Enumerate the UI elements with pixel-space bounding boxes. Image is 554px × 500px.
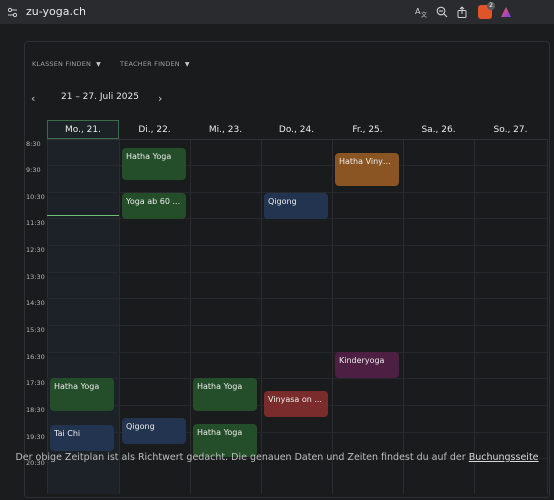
filter-teacher-dropdown[interactable]: TEACHER FINDEN ▼: [120, 60, 190, 68]
time-label: 20:30: [26, 459, 45, 467]
time-label: 15:30: [26, 326, 45, 334]
time-label: 19:30: [26, 433, 45, 441]
event-card[interactable]: Hatha Vinya...: [335, 153, 399, 186]
time-label: 13:30: [26, 273, 45, 281]
event-card[interactable]: Yoga ab 60 ...: [122, 193, 186, 219]
prev-week-button[interactable]: ‹: [31, 92, 36, 105]
site-settings-icon[interactable]: [7, 4, 18, 20]
time-label: 12:30: [26, 246, 45, 254]
disclaimer-text: Der obige Zeitplan ist als Richtwert ged…: [15, 452, 466, 463]
grid-hour-line: [47, 352, 547, 353]
grid-divider: [474, 139, 475, 494]
zoom-out-icon[interactable]: [435, 4, 449, 20]
grid-hour-line: [47, 245, 547, 246]
filter-teacher-label: TEACHER FINDEN: [120, 60, 180, 68]
time-label: 18:30: [26, 406, 45, 414]
brave-rewards-icon[interactable]: [499, 4, 513, 20]
grid-hour-line: [47, 432, 547, 433]
day-header-monday[interactable]: Mo., 21.: [47, 120, 119, 139]
grid-divider: [47, 139, 48, 494]
day-header-thursday[interactable]: Do., 24.: [278, 124, 315, 135]
day-header-tuesday[interactable]: Di., 22.: [138, 124, 171, 135]
filter-classes-label: KLASSEN FINDEN: [32, 60, 92, 68]
event-card[interactable]: Qigong: [122, 418, 186, 444]
caret-down-icon: ▼: [96, 61, 101, 68]
grid-hour-line: [47, 378, 547, 379]
event-card[interactable]: Kinderyoga: [335, 352, 399, 378]
grid-hour-line: [47, 272, 547, 273]
event-card[interactable]: Tai Chi: [50, 425, 114, 451]
time-label: 8:30: [26, 140, 41, 148]
svg-text:A: A: [415, 7, 421, 16]
day-header-friday[interactable]: Fr., 25.: [352, 124, 383, 135]
grid-divider: [403, 139, 404, 494]
week-range-label: 21 – 27. Juli 2025: [61, 92, 139, 102]
grid-divider: [119, 139, 120, 494]
booking-page-link[interactable]: Buchungsseite: [468, 452, 539, 463]
shield-count-badge: 2: [487, 2, 495, 10]
grid-divider: [261, 139, 262, 494]
svg-text:文: 文: [421, 11, 427, 18]
grid-divider: [547, 139, 548, 494]
grid-header-line: [47, 139, 547, 140]
grid-divider: [190, 139, 191, 494]
grid-hour-line: [47, 165, 547, 166]
day-header-sunday[interactable]: So., 27.: [493, 124, 528, 135]
next-week-button[interactable]: ›: [158, 92, 163, 105]
grid-hour-line: [47, 298, 547, 299]
caret-down-icon: ▼: [184, 61, 190, 68]
event-card[interactable]: Hatha Yoga: [50, 378, 114, 411]
address-bar-url[interactable]: zu-yoga.ch: [26, 5, 87, 18]
time-label: 16:30: [26, 353, 45, 361]
event-card[interactable]: Qigong: [264, 193, 328, 219]
grid-hour-line: [47, 458, 547, 459]
current-time-indicator: [47, 215, 119, 216]
time-label: 14:30: [26, 299, 45, 307]
event-card[interactable]: Vinyasa on ...: [264, 391, 328, 417]
page-content: KLASSEN FINDEN ▼ TEACHER FINDEN ▼ ‹ 21 – 2…: [0, 24, 554, 500]
brave-shield-icon[interactable]: 2: [478, 2, 495, 19]
day-header-saturday[interactable]: Sa., 26.: [421, 124, 456, 135]
filter-classes-dropdown[interactable]: KLASSEN FINDEN ▼: [32, 60, 101, 68]
schedule-disclaimer: Der obige Zeitplan ist als Richtwert ged…: [0, 452, 554, 463]
event-card[interactable]: Hatha Yoga: [193, 424, 257, 457]
grid-hour-line: [47, 192, 547, 193]
share-icon[interactable]: [455, 4, 469, 20]
grid-divider: [332, 139, 333, 494]
time-label: 11:30: [26, 219, 45, 227]
day-header-wednesday[interactable]: Mi., 23.: [208, 124, 243, 135]
time-label: 10:30: [26, 193, 45, 201]
time-label: 9:30: [26, 166, 41, 174]
time-label: 17:30: [26, 379, 45, 387]
event-card[interactable]: Hatha Yoga: [193, 378, 257, 411]
event-card[interactable]: Hatha Yoga: [122, 148, 186, 180]
grid-hour-line: [47, 325, 547, 326]
